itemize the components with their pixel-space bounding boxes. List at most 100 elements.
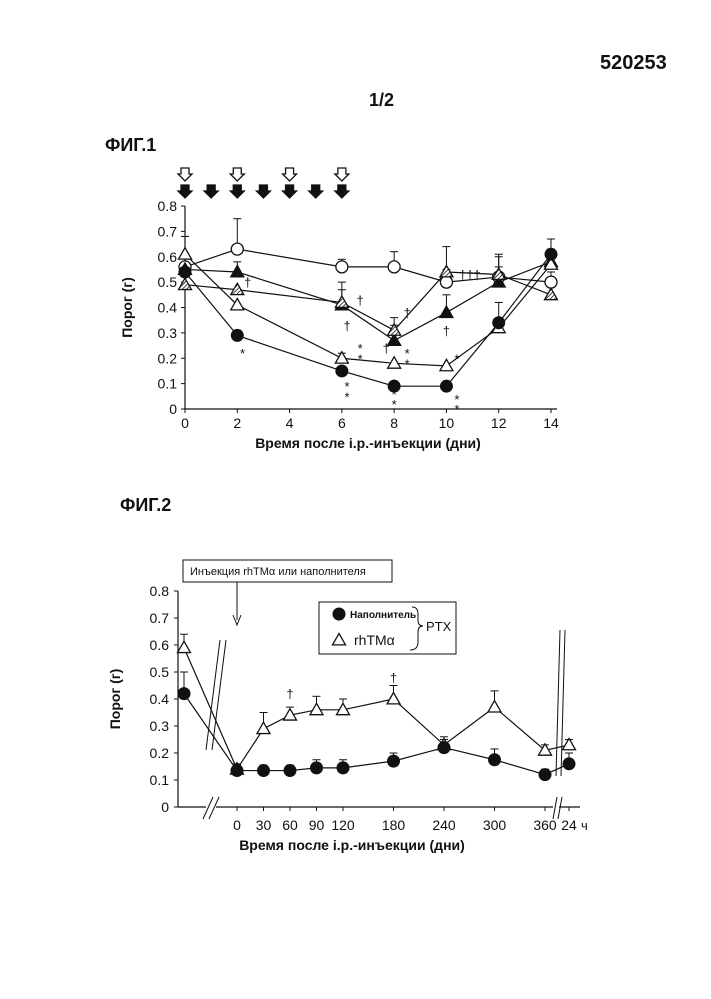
fig1-significance-mark: † — [383, 341, 390, 356]
fig1-series-2-point — [440, 265, 453, 276]
fig2-y-tick-label: 0.8 — [150, 583, 170, 599]
fig2-x-axis-label: Время после i.p.-инъекции (дни) — [239, 837, 465, 853]
fig2-series-0-point — [178, 641, 191, 652]
fig1-open-arrow-icon — [178, 168, 192, 181]
fig2-x-tick-label: 30 — [256, 817, 272, 833]
fig1-series-0-point — [388, 261, 400, 273]
fig1-open-arrow-icon — [230, 168, 244, 181]
fig2-series-0-line — [184, 648, 569, 770]
fig1-x-tick-label: 8 — [390, 415, 398, 431]
fig2-series-1-point — [539, 769, 551, 781]
fig1-significance-mark: † — [357, 293, 364, 308]
fig1-filled-arrow-icon — [204, 185, 218, 198]
fig2-y-tick-label: 0.1 — [150, 772, 170, 788]
fig1-x-tick-label: 6 — [338, 415, 346, 431]
fig2-series-1-point — [563, 758, 575, 770]
fig1-significance-mark: † — [343, 318, 350, 333]
fig2-plot-break-left — [206, 640, 220, 750]
fig2-x-tick-label: 90 — [309, 817, 325, 833]
fig1-significance-mark: † — [404, 306, 411, 321]
fig1-y-tick-label: 0 — [169, 401, 177, 417]
fig1-series-2-point — [179, 278, 192, 289]
fig1-series-4-point — [545, 248, 557, 260]
fig1-y-tick-label: 0.4 — [158, 300, 178, 316]
fig2-x-axis-break — [558, 797, 562, 819]
fig2-legend-label-rhtma: rhTMα — [354, 632, 395, 648]
fig1-significance-mark: * — [240, 346, 245, 361]
fig2-injection-label: Инъекция rhTMα или наполнителя — [190, 566, 366, 578]
fig1-significance-mark: † — [244, 275, 251, 290]
fig2-x-axis-break — [203, 797, 213, 819]
fig1-x-tick-label: 10 — [439, 415, 455, 431]
fig1-significance-mark: * — [392, 377, 397, 392]
fig2-legend-label-vehicle: Наполнитель — [350, 610, 416, 621]
fig1-y-tick-label: 0.5 — [158, 274, 178, 290]
fig2-series-0-point — [563, 738, 576, 749]
fig1-x-tick-label: 0 — [181, 415, 189, 431]
fig2-series-0-point — [387, 693, 400, 704]
fig2-significance-mark: † — [286, 687, 293, 702]
fig1-x-tick-label: 4 — [286, 415, 294, 431]
fig2-series-1-point — [438, 742, 450, 754]
fig2-y-tick-label: 0.5 — [150, 664, 170, 680]
fig2-series-1-point — [231, 765, 243, 777]
fig1-open-arrow-icon — [283, 168, 297, 181]
fig2-y-tick-label: 0.2 — [150, 745, 170, 761]
fig1-y-tick-label: 0.3 — [158, 325, 178, 341]
figure-2-chart: 00.10.20.30.40.50.60.70.8030609012018024… — [107, 560, 588, 853]
fig2-x-axis-break — [209, 797, 219, 819]
fig2-y-tick-label: 0.3 — [150, 718, 170, 734]
figure-1-chart: 00.10.20.30.40.50.60.70.802468101214Врем… — [119, 168, 559, 451]
fig2-x-tick-label: 120 — [331, 817, 355, 833]
fig1-significance-mark: † — [443, 323, 450, 338]
fig1-series-4-point — [231, 329, 243, 341]
fig1-y-axis-label: Порог (г) — [119, 277, 135, 338]
fig2-significance-mark: † — [390, 670, 397, 685]
fig2-y-axis-label: Порог (г) — [107, 669, 123, 730]
fig2-series-0-point — [257, 722, 270, 733]
fig1-significance-mark: * — [405, 346, 410, 361]
fig1-series-3-point — [179, 248, 192, 259]
fig1-series-2-point — [545, 288, 558, 299]
fig2-series-1-point — [388, 755, 400, 767]
fig2-plot-break-right — [561, 630, 565, 776]
fig1-series-3-point — [335, 352, 348, 363]
fig2-series-1-point — [258, 765, 270, 777]
fig2-y-tick-label: 0.4 — [150, 691, 170, 707]
fig2-x-tick-label: 240 — [432, 817, 456, 833]
fig1-filled-arrow-icon — [230, 185, 244, 198]
fig2-x-tick-label: 0 — [233, 817, 241, 833]
fig2-plot-break-right — [556, 630, 560, 776]
fig1-x-tick-label: 12 — [491, 415, 507, 431]
fig1-x-tick-label: 2 — [233, 415, 241, 431]
fig1-y-tick-label: 0.6 — [158, 249, 178, 265]
fig1-significance-mark: * — [454, 351, 459, 366]
fig1-filled-arrow-icon — [256, 185, 270, 198]
fig2-y-tick-label: 0.7 — [150, 610, 170, 626]
fig1-series-4-point — [179, 266, 191, 278]
fig1-filled-arrow-icon — [283, 185, 297, 198]
fig1-open-arrow-icon — [335, 168, 349, 181]
fig1-filled-arrow-icon — [335, 185, 349, 198]
fig1-series-0-point — [231, 243, 243, 255]
fig1-series-4-point — [493, 317, 505, 329]
fig2-y-tick-label: 0 — [161, 799, 169, 815]
fig2-x-tick-label: 360 — [533, 817, 557, 833]
fig1-x-axis-label: Время после i.p.-инъекции (дни) — [255, 435, 481, 451]
fig1-significance-mark: ††† — [459, 268, 481, 283]
fig1-significance-mark: * — [454, 392, 459, 407]
fig2-plot-break-left — [212, 640, 226, 750]
fig1-series-4-point — [440, 380, 452, 392]
fig1-y-tick-label: 0.8 — [158, 198, 178, 214]
fig2-x-tick-label: 180 — [382, 817, 406, 833]
fig2-legend-group-label: PTX — [426, 619, 452, 634]
fig2-series-1-point — [178, 688, 190, 700]
fig2-series-1-point — [489, 754, 501, 766]
fig2-series-1-point — [311, 762, 323, 774]
fig1-filled-arrow-icon — [309, 185, 323, 198]
fig1-series-0-point — [545, 276, 557, 288]
fig1-y-tick-label: 0.7 — [158, 223, 178, 239]
fig2-x-tick-label: 300 — [483, 817, 507, 833]
fig2-x-axis-break — [553, 797, 557, 819]
